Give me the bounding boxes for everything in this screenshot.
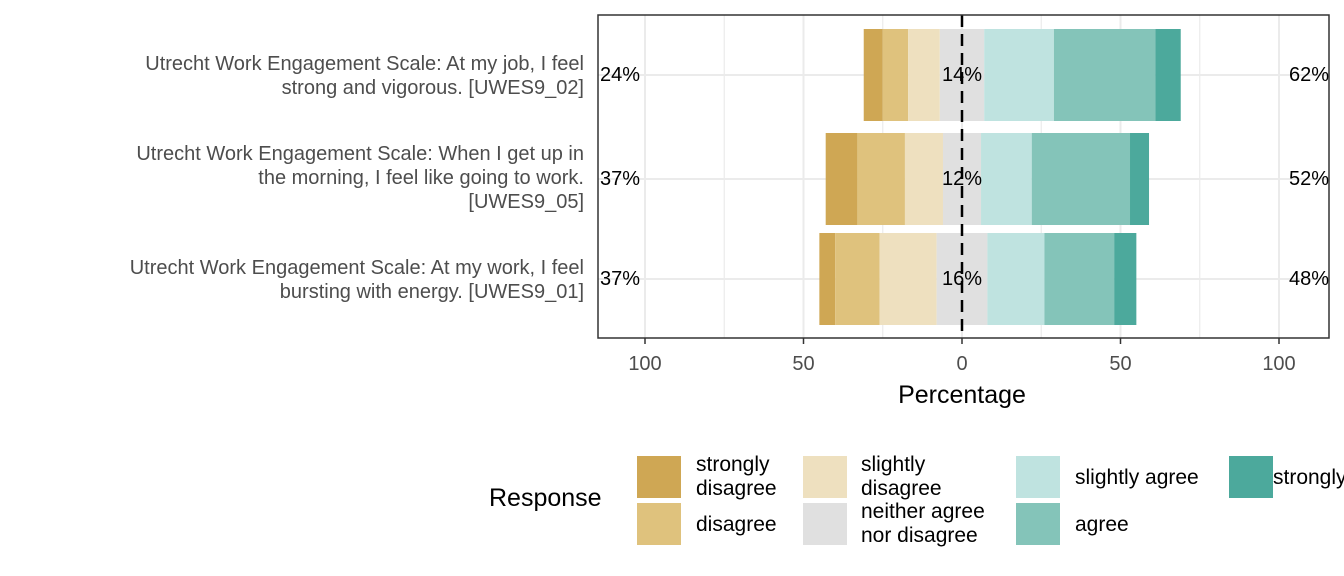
- bar-segment: [1114, 233, 1137, 325]
- bar-segment: [819, 233, 836, 325]
- bar-segment: [987, 233, 1045, 325]
- bar-segment: [863, 29, 883, 121]
- bar-segment: [984, 29, 1054, 121]
- legend-label-neither: neither agree nor disagree: [861, 500, 985, 547]
- bar-segment: [1053, 29, 1156, 121]
- percent-label-left: 24%: [600, 64, 640, 86]
- item-label: Utrecht Work Engagement Scale: At my job…: [145, 53, 584, 99]
- legend-label-strongly-agree: strongly agree: [1273, 466, 1344, 489]
- bar-segment: [882, 29, 909, 121]
- bar-segment: [857, 133, 905, 225]
- legend-key-slightly-disagree: [803, 456, 847, 498]
- legend-label-agree: agree: [1075, 513, 1129, 536]
- percent-label-center: 12%: [942, 168, 982, 190]
- bars: [819, 29, 1181, 325]
- bar-segment: [1031, 133, 1131, 225]
- percent-label-left: 37%: [600, 268, 640, 290]
- bar-segment: [879, 233, 937, 325]
- bar-segment: [908, 29, 940, 121]
- percent-label-right: 62%: [1289, 64, 1329, 86]
- item-label: Utrecht Work Engagement Scale: At my wor…: [129, 257, 584, 303]
- bar-segment: [904, 133, 943, 225]
- percent-label-center: 14%: [942, 64, 982, 86]
- legend-key-strongly-agree: [1229, 456, 1273, 498]
- percent-labels: 24% 14% 62% 37% 12% 52% 37% 16% 48%: [600, 64, 1329, 290]
- legend-key-agree: [1016, 503, 1060, 545]
- legend-key-disagree: [637, 503, 681, 545]
- percent-label-right: 52%: [1289, 168, 1329, 190]
- bar-segment: [981, 133, 1032, 225]
- legend-label-strongly-disagree: strongly disagree: [696, 453, 777, 500]
- panel-border: [597, 14, 1330, 339]
- bar-segment: [1130, 133, 1150, 225]
- x-axis-title: Percentage: [898, 381, 1026, 409]
- percent-label-left: 37%: [600, 168, 640, 190]
- legend-key-strongly-disagree: [637, 456, 681, 498]
- x-tick-label: 100: [628, 353, 661, 375]
- legend-key-neither: [803, 503, 847, 545]
- legend-label-slightly-agree: slightly agree: [1075, 466, 1199, 489]
- legend-label-slightly-disagree: slightly disagree: [861, 453, 942, 500]
- legend-key-slightly-agree: [1016, 456, 1060, 498]
- item-label: Utrecht Work Engagement Scale: When I ge…: [136, 143, 584, 213]
- x-tick-label: 0: [956, 353, 967, 375]
- x-tick-label: 50: [1109, 353, 1131, 375]
- x-axis-ticks: 100 50 0 50 100: [628, 338, 1296, 375]
- x-tick-label: 100: [1262, 353, 1295, 375]
- x-tick-label: 50: [792, 353, 814, 375]
- percent-label-right: 48%: [1289, 268, 1329, 290]
- legend-label-disagree: disagree: [696, 513, 777, 536]
- bar-segment: [825, 133, 858, 225]
- legend-title: Response: [489, 484, 602, 512]
- legend: Response strongly disagree disagree slig…: [489, 450, 1344, 560]
- bar-segment: [1044, 233, 1115, 325]
- percent-label-center: 16%: [942, 268, 982, 290]
- bar-segment: [835, 233, 880, 325]
- bar-segment: [1155, 29, 1181, 121]
